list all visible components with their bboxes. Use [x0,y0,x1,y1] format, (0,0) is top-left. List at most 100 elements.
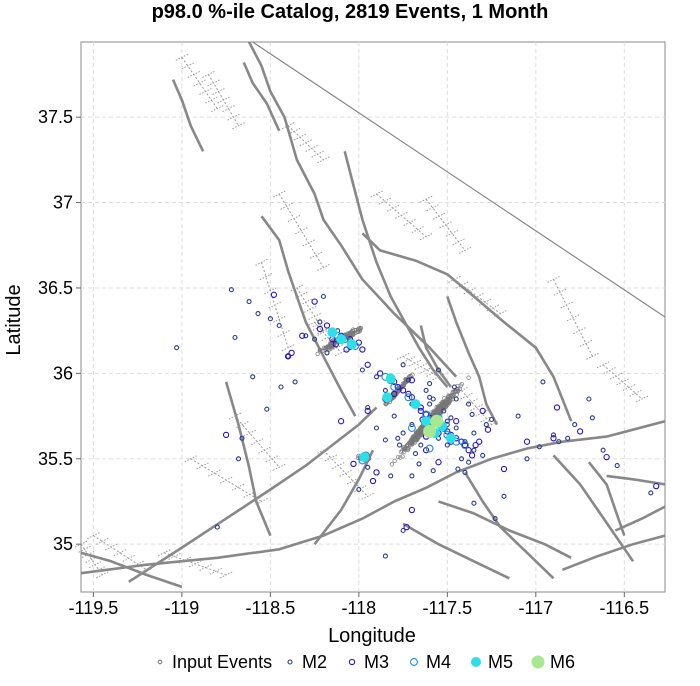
event-point-m2 [174,345,180,351]
event-point-m3 [337,418,345,425]
fault-trace [80,551,183,589]
fault-trace [361,232,573,422]
event-point-m2 [423,387,429,393]
event-point-m4 [461,441,469,450]
plot-area [80,41,666,593]
fault-trace [561,534,666,572]
event-point-m3 [465,447,472,454]
event-point-m5 [385,373,396,384]
fault-zone-rung [243,490,256,498]
event-point-m3 [417,407,424,415]
fault-zone-rung [370,190,383,198]
event-point-m2 [550,432,557,438]
event-point-m3 [391,390,398,398]
fault-zone-rung [207,79,220,87]
event-point-m6 [430,414,444,428]
fault-zone-rung [265,455,279,463]
fault-trace [552,454,635,563]
event-point-m3 [323,322,331,329]
event-point-m2 [444,418,450,424]
event-point-m2 [250,374,256,380]
fault-zone-rung [331,462,345,470]
y-tick-label: 36 [53,363,73,383]
event-point-m3 [373,469,380,476]
legend: Input Events M2 M3 M4 M5 M6 [157,652,575,672]
fault-zone-rung [303,305,317,313]
event-point-m2 [515,413,521,419]
event-point-m3 [343,346,350,353]
event-point-m4 [390,383,399,391]
event-point-m2 [501,493,507,499]
event-point-m3 [472,441,479,449]
event-point-m5 [336,334,347,345]
fault-zone-rung [255,258,268,266]
legend-label: M5 [488,652,513,672]
fault-zone-rung [88,561,102,569]
input-event-point [447,399,453,404]
event-point-m2 [427,381,433,387]
fault-zone-rung [222,105,235,113]
fault-zone-rung [272,463,286,471]
fault-zone-rung [395,211,408,219]
fault-zone-rung [346,477,360,485]
legend-label: M4 [426,652,451,672]
event-point-m2 [391,413,397,419]
fault-zone-rung [227,113,240,121]
event-point-m3 [332,341,339,348]
fault-zone-rung [308,312,321,320]
fault-zone-rung [494,310,507,318]
event-point-m2 [246,299,252,305]
fault-zone-rung [470,404,483,411]
event-point-m2 [589,415,595,421]
event-point-m6 [423,424,437,438]
fault-zone-rung [573,327,586,335]
fault-trace [247,41,458,378]
event-point-m2 [359,367,365,373]
event-point-m3 [500,465,508,473]
fault-zone-rung [426,204,439,212]
fault-zone-rung [420,366,433,374]
fault-trace [463,471,555,580]
y-axis-ticks: 35 35.5 36 36.5 37 37.5 [38,107,81,554]
event-point-m2 [427,394,433,400]
fault-zone-rung [219,571,233,579]
x-tick-label: -118 [341,598,376,618]
legend-label: M6 [550,652,575,672]
fault-zone-rung [199,564,212,571]
fault-zone-rung [460,392,473,400]
fault-zone-rung [202,71,215,78]
fault-zone-rung [290,284,304,292]
event-point-m2 [441,408,447,414]
fault-zone-rung [311,150,324,158]
event-point-m2 [409,473,415,479]
event-point-m2 [471,430,477,436]
fault-zone-rung [622,384,636,392]
fault-trace [313,449,375,545]
fault-zone-rung [448,275,461,283]
y-tick-label: 35 [53,534,73,554]
legend-label: Input Events [172,652,272,672]
fault-zone-rung [208,469,221,477]
fault-zone-rung [635,395,649,403]
fault-zone-rung [299,298,312,306]
fault-zone-rung [452,238,465,246]
input-event-point [466,375,471,380]
fault-zone-rung [175,53,189,61]
input-event-point [453,389,458,394]
event-point-m2 [382,437,388,443]
input-event-point [317,348,322,353]
event-point-m2 [453,425,459,431]
fault-trace [614,505,666,532]
event-point-m3 [316,325,324,333]
event-point-m2 [356,486,362,493]
event-point-m3 [369,477,377,485]
fault-zone-rung [308,318,321,326]
fault-zone-rung [317,446,330,454]
fault-trace [402,522,510,580]
fault-zone-rung [411,226,425,234]
fault-zone-rung [104,543,118,551]
fault-zone-rung [603,367,616,374]
event-point-m3 [288,349,295,357]
fault-zone-rung [184,455,197,463]
input-event-point [417,432,423,438]
